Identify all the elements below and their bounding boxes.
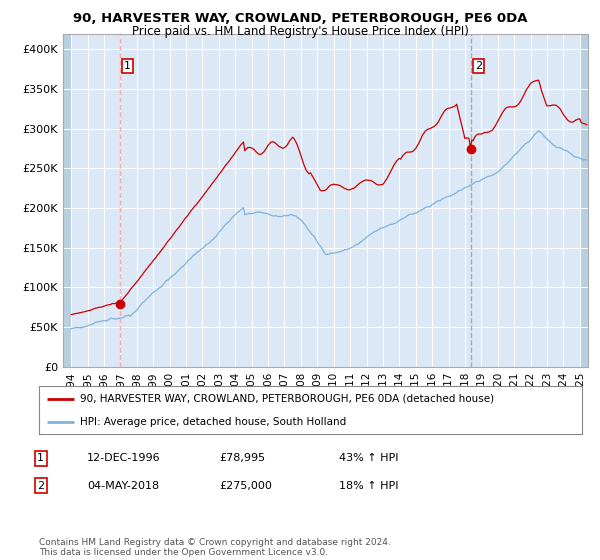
Text: 12-DEC-1996: 12-DEC-1996 bbox=[87, 453, 161, 463]
Text: 2: 2 bbox=[475, 62, 482, 71]
Text: 2: 2 bbox=[37, 480, 44, 491]
Text: 1: 1 bbox=[124, 62, 131, 71]
Text: 90, HARVESTER WAY, CROWLAND, PETERBOROUGH, PE6 0DA (detached house): 90, HARVESTER WAY, CROWLAND, PETERBOROUG… bbox=[80, 394, 494, 404]
Text: 04-MAY-2018: 04-MAY-2018 bbox=[87, 480, 159, 491]
Text: Contains HM Land Registry data © Crown copyright and database right 2024.
This d: Contains HM Land Registry data © Crown c… bbox=[39, 538, 391, 557]
Text: Price paid vs. HM Land Registry's House Price Index (HPI): Price paid vs. HM Land Registry's House … bbox=[131, 25, 469, 38]
Text: HPI: Average price, detached house, South Holland: HPI: Average price, detached house, Sout… bbox=[80, 417, 346, 427]
Text: £275,000: £275,000 bbox=[219, 480, 272, 491]
Text: 1: 1 bbox=[37, 453, 44, 463]
Bar bbox=[63, 34, 71, 367]
Text: 18% ↑ HPI: 18% ↑ HPI bbox=[339, 480, 398, 491]
Text: 43% ↑ HPI: 43% ↑ HPI bbox=[339, 453, 398, 463]
Text: £78,995: £78,995 bbox=[219, 453, 265, 463]
Text: 90, HARVESTER WAY, CROWLAND, PETERBOROUGH, PE6 0DA: 90, HARVESTER WAY, CROWLAND, PETERBOROUG… bbox=[73, 12, 527, 25]
Bar bbox=[580, 34, 588, 367]
